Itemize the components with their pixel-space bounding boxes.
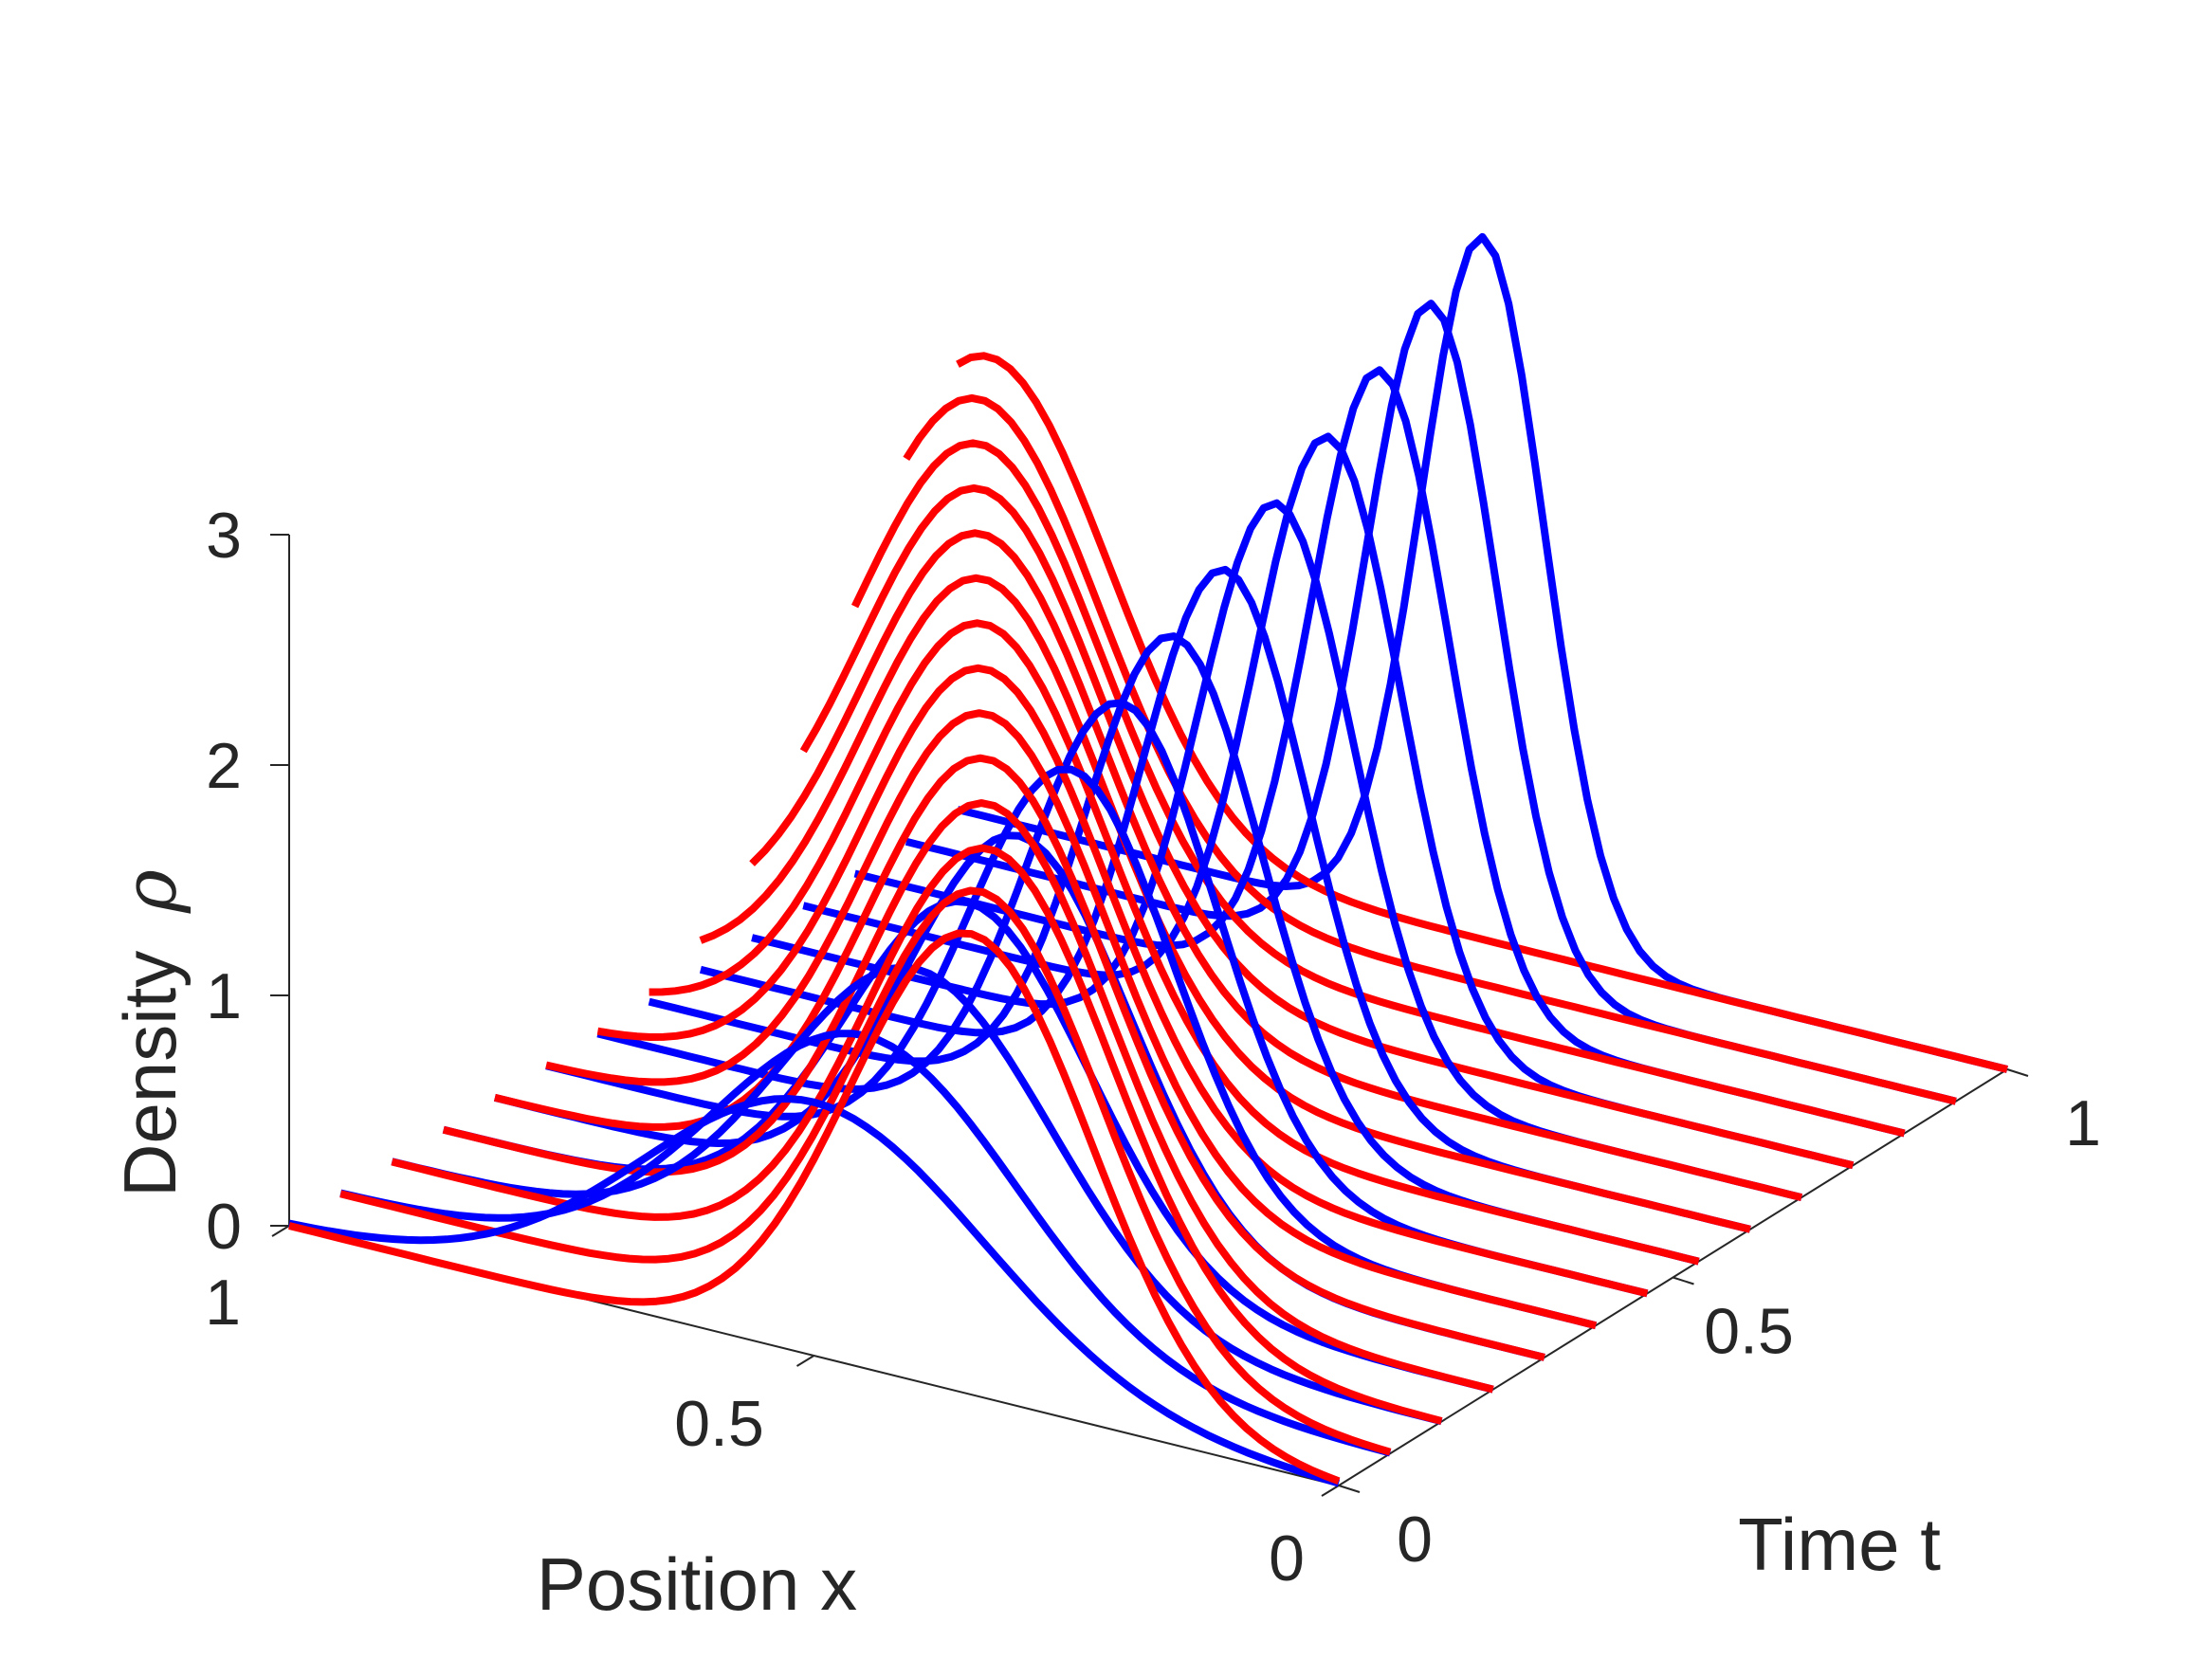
red-density-curve: [799, 483, 1855, 1170]
t-tick-mark: [1673, 1276, 1694, 1285]
t-tick-mark: [1338, 1485, 1361, 1493]
curves-layer: [288, 232, 2008, 1487]
red-density-curve: [749, 529, 1803, 1201]
red-density-curve: [699, 574, 1751, 1233]
z-axis-label-symbol: ρ: [108, 869, 193, 914]
red-density-curve: [850, 439, 1906, 1138]
red-density-curve: [596, 664, 1649, 1298]
red-density-curve: [442, 799, 1494, 1394]
x-axis-label: Position x: [537, 1542, 857, 1626]
blue-density-curve: [751, 499, 1803, 1201]
z-tick-label: 2: [206, 730, 242, 802]
blue-density-curve: [442, 897, 1494, 1394]
z-tick-label: 3: [206, 500, 242, 572]
x-tick-mark: [271, 1225, 290, 1237]
z-tick-label: 0: [206, 1191, 242, 1263]
t-tick-label: 1: [2065, 1087, 2101, 1159]
blue-density-curve: [391, 963, 1443, 1426]
z-axis-label: Density ρ: [108, 869, 193, 1197]
z-tick-label: 1: [206, 960, 242, 1032]
x-tick-label: 0.5: [674, 1388, 764, 1460]
red-density-curve: [545, 709, 1598, 1330]
t-tick-label: 0: [1397, 1504, 1433, 1576]
x-tick-mark: [795, 1355, 815, 1367]
red-density-curve: [339, 886, 1392, 1456]
red-density-curve: [288, 929, 1341, 1486]
t-tick-mark: [2006, 1068, 2029, 1077]
red-density-curve: [956, 352, 2008, 1073]
labels-layer: Position x Time t Density ρ: [108, 869, 1941, 1626]
x-tick-label: 0: [1269, 1522, 1305, 1595]
blue-density-curve: [288, 1095, 1341, 1487]
z-axis-label-group: Density ρ: [108, 869, 193, 1197]
red-density-curve: [649, 619, 1700, 1266]
red-density-curve: [493, 754, 1545, 1361]
z-axis-label-text: Density: [108, 951, 192, 1197]
x-tick-mark: [1321, 1485, 1340, 1497]
t-axis-label: Time t: [1738, 1503, 1941, 1586]
x-tick-label: 1: [205, 1267, 241, 1339]
t-tick-label: 0.5: [1704, 1296, 1794, 1368]
red-density-curve: [903, 393, 1957, 1105]
